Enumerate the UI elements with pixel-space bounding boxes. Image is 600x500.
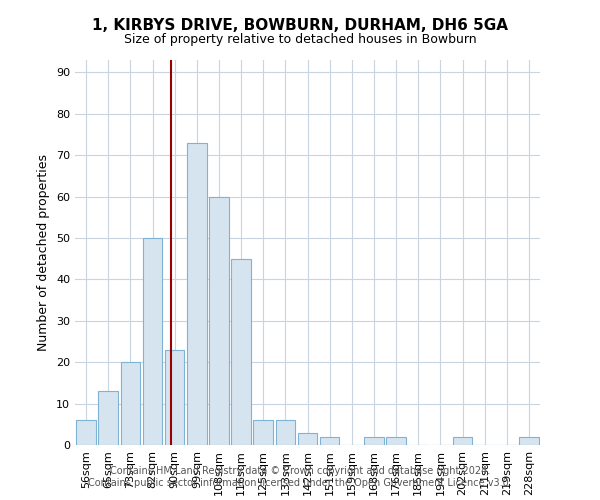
Bar bbox=[320, 436, 340, 445]
Bar bbox=[386, 436, 406, 445]
Bar bbox=[275, 420, 295, 445]
Bar bbox=[253, 420, 273, 445]
Bar bbox=[121, 362, 140, 445]
Bar bbox=[143, 238, 162, 445]
Bar bbox=[232, 258, 251, 445]
Bar bbox=[76, 420, 96, 445]
Bar bbox=[453, 436, 472, 445]
Bar bbox=[187, 143, 206, 445]
Bar bbox=[209, 196, 229, 445]
Text: Size of property relative to detached houses in Bowburn: Size of property relative to detached ho… bbox=[124, 32, 476, 46]
Bar bbox=[519, 436, 539, 445]
Y-axis label: Number of detached properties: Number of detached properties bbox=[37, 154, 50, 351]
Text: Contains HM Land Registry data © Crown copyright and database right 2024.
Contai: Contains HM Land Registry data © Crown c… bbox=[88, 466, 512, 487]
Text: 1, KIRBYS DRIVE, BOWBURN, DURHAM, DH6 5GA: 1, KIRBYS DRIVE, BOWBURN, DURHAM, DH6 5G… bbox=[92, 18, 508, 32]
Bar bbox=[298, 432, 317, 445]
Bar bbox=[98, 391, 118, 445]
Bar bbox=[364, 436, 383, 445]
Bar bbox=[165, 350, 184, 445]
